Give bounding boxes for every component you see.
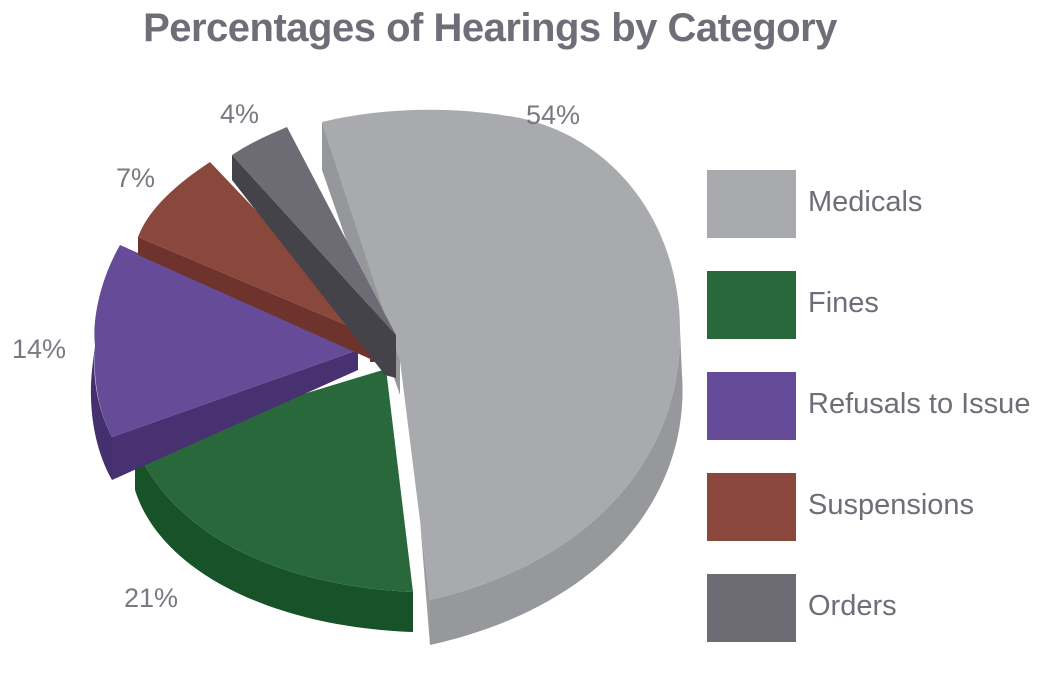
legend-label: Fines xyxy=(808,287,879,319)
label-refusals-pct: 14% xyxy=(12,334,67,364)
chart-title: Percentages of Hearings by Category xyxy=(143,6,837,50)
legend-swatch-orders xyxy=(707,574,796,642)
legend-label: Orders xyxy=(808,590,897,622)
legend-swatch-fines xyxy=(707,271,796,339)
label-suspensions-pct: 7% xyxy=(116,163,156,193)
slice-orders xyxy=(232,127,396,378)
label-fines-pct: 21% xyxy=(124,583,179,613)
legend-label: Refusals to Issue xyxy=(808,388,1031,420)
legend-label: Suspensions xyxy=(808,489,975,521)
legend-swatch-refusals xyxy=(707,372,796,440)
pie-chart xyxy=(90,109,683,645)
slice-refusals xyxy=(90,245,358,480)
legend-swatch-suspensions xyxy=(707,473,796,541)
label-orders-pct: 4% xyxy=(220,99,260,129)
legend-label: Medicals xyxy=(808,186,923,218)
slice-medicals xyxy=(322,109,683,645)
legend-swatch-medicals xyxy=(707,170,796,238)
label-medicals-pct: 54% xyxy=(526,100,581,130)
